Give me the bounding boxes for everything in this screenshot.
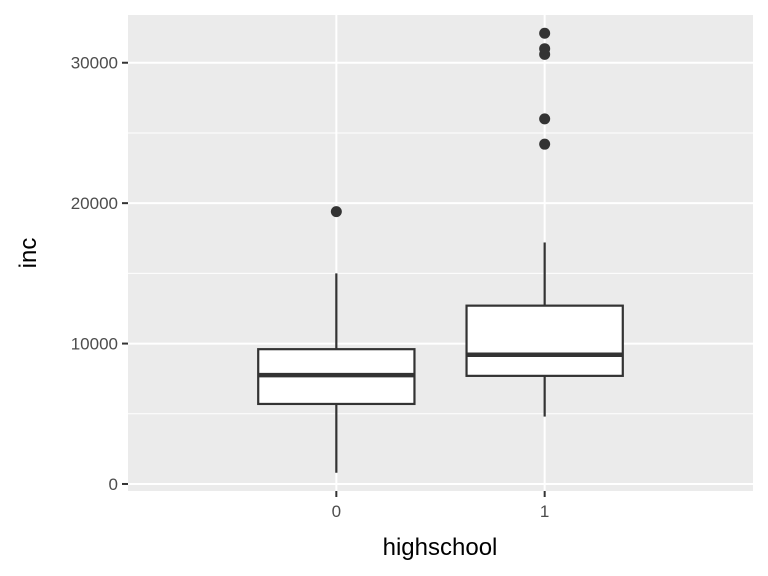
- outlier-point: [539, 43, 551, 55]
- outlier-point: [539, 138, 551, 150]
- outlier-point: [539, 27, 551, 39]
- y-tick-label: 30000: [71, 54, 118, 73]
- y-tick-label: 0: [109, 475, 118, 494]
- x-tick-label: 1: [540, 502, 549, 521]
- box-group: [257, 206, 416, 473]
- y-tick-label: 10000: [71, 335, 118, 354]
- plot-panel: [128, 15, 753, 491]
- y-tick-label: 20000: [71, 194, 118, 213]
- box-group: [465, 27, 624, 417]
- x-axis-title: highschool: [383, 534, 498, 561]
- y-axis-title: inc: [15, 238, 42, 269]
- axes: 0 10000 20000 30000 0 1: [71, 54, 550, 521]
- x-tick-label: 0: [332, 502, 341, 521]
- iqr-box: [465, 304, 624, 377]
- boxes: [257, 27, 624, 473]
- outlier-point: [539, 113, 551, 125]
- outlier-point: [330, 206, 342, 218]
